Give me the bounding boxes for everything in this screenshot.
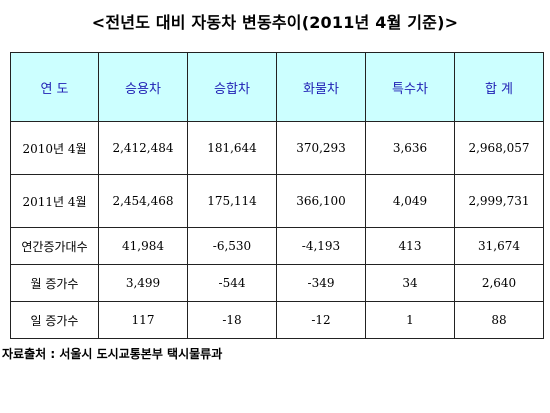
cell-value: 413 <box>365 227 455 265</box>
table-header-row: 연 도 승용차 승합차 화물차 특수차 합 계 <box>10 52 544 122</box>
cell-value: 1 <box>365 301 455 339</box>
source-note: 자료출처 : 서울시 도시교통본부 택시물류과 <box>2 347 223 361</box>
table-row: 연간증가대수 41,984 -6,530 -4,193 413 31,674 <box>10 227 544 265</box>
row-label: 2011년 4월 <box>10 174 99 228</box>
vehicle-change-table: 연 도 승용차 승합차 화물차 특수차 합 계 2010년 4월 2,412,4… <box>10 52 544 339</box>
cell-value: 41,984 <box>98 227 188 265</box>
cell-value: -544 <box>187 264 277 302</box>
table-row: 일 증가수 117 -18 -12 1 88 <box>10 301 544 339</box>
row-label: 2010년 4월 <box>10 121 99 175</box>
cell-value: 2,454,468 <box>98 174 188 228</box>
header-special-vehicle: 특수차 <box>365 52 455 122</box>
cell-value: 117 <box>98 301 188 339</box>
cell-value: -349 <box>276 264 366 302</box>
cell-value: 4,049 <box>365 174 455 228</box>
cell-value: 31,674 <box>454 227 544 265</box>
row-label: 월 증가수 <box>10 264 99 302</box>
cell-value: 3,636 <box>365 121 455 175</box>
cell-value: 88 <box>454 301 544 339</box>
row-label: 연간증가대수 <box>10 227 99 265</box>
cell-value: -6,530 <box>187 227 277 265</box>
table-row: 월 증가수 3,499 -544 -349 34 2,640 <box>10 264 544 302</box>
table-row: 2010년 4월 2,412,484 181,644 370,293 3,636… <box>10 121 544 175</box>
cell-value: -12 <box>276 301 366 339</box>
cell-value: 3,499 <box>98 264 188 302</box>
row-label: 일 증가수 <box>10 301 99 339</box>
cell-value: 370,293 <box>276 121 366 175</box>
header-truck: 화물차 <box>276 52 366 122</box>
cell-value: -18 <box>187 301 277 339</box>
cell-value: 2,999,731 <box>454 174 544 228</box>
table-row: 2011년 4월 2,454,468 175,114 366,100 4,049… <box>10 174 544 228</box>
cell-value: 34 <box>365 264 455 302</box>
header-passenger-car: 승용차 <box>98 52 188 122</box>
cell-value: 2,640 <box>454 264 544 302</box>
cell-value: 2,412,484 <box>98 121 188 175</box>
cell-value: 181,644 <box>187 121 277 175</box>
cell-value: 366,100 <box>276 174 366 228</box>
cell-value: 2,968,057 <box>454 121 544 175</box>
cell-value: -4,193 <box>276 227 366 265</box>
page-title: <전년도 대비 자동차 변동추이(2011년 4월 기준)> <box>91 13 459 32</box>
header-total: 합 계 <box>454 52 544 122</box>
header-year: 연 도 <box>10 52 99 122</box>
cell-value: 175,114 <box>187 174 277 228</box>
header-van: 승합차 <box>187 52 277 122</box>
